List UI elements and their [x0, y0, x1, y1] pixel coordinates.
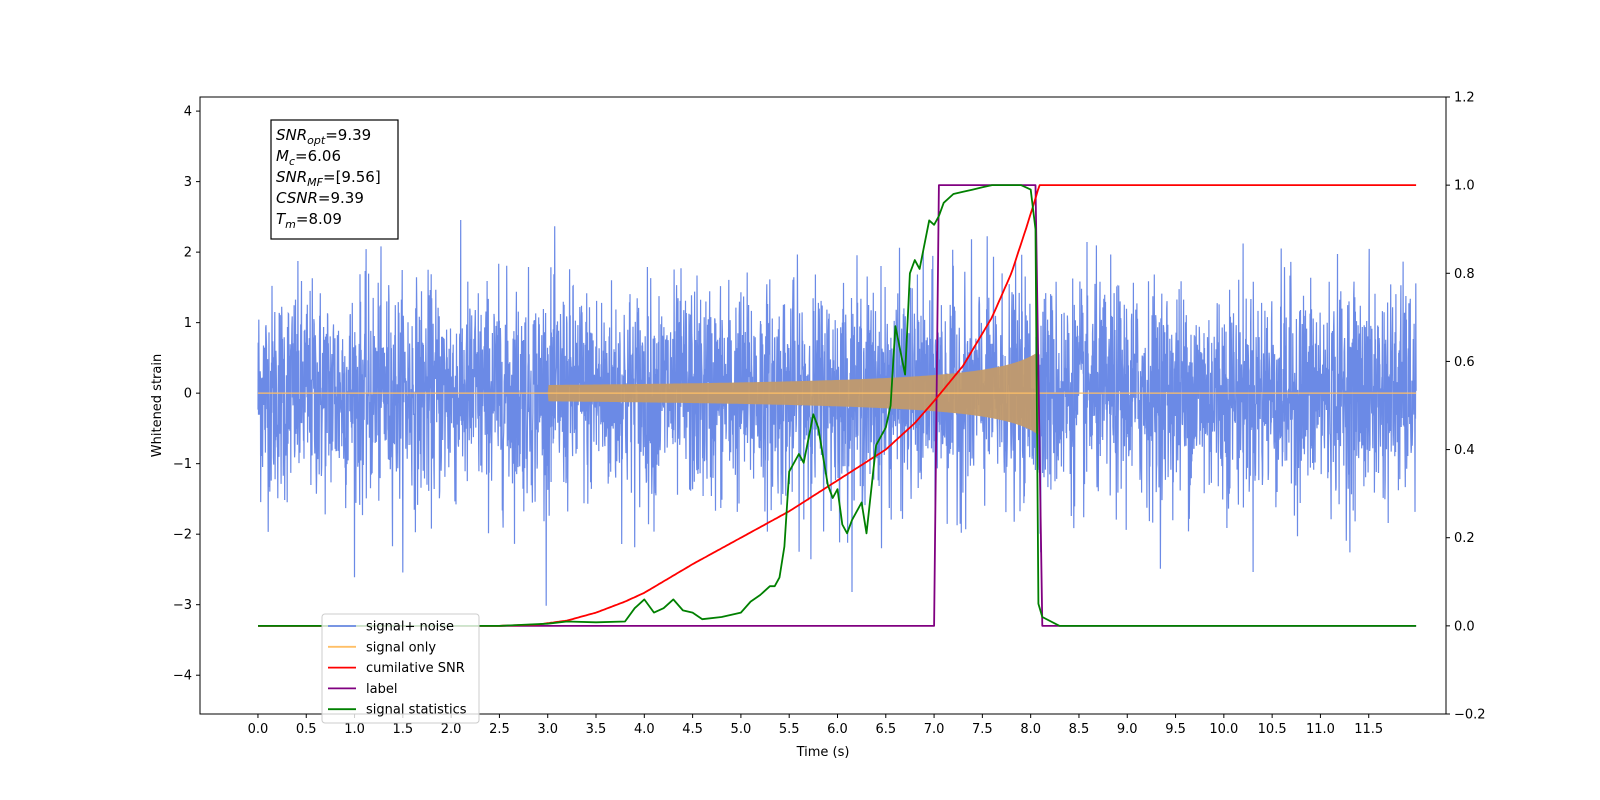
y-tick-label: 2 — [184, 246, 192, 261]
x-tick-label: 0.5 — [296, 722, 317, 737]
legend-label: signal+ noise — [366, 620, 454, 635]
signal-plus-noise-line — [257, 219, 1417, 606]
plot-frame — [199, 96, 1447, 715]
signal-statistics-line — [258, 184, 1417, 627]
annotation-line: SNRopt=9.39 — [276, 126, 371, 147]
y2-tick-label: −0.2 — [1454, 708, 1486, 723]
x-tick-label: 4.5 — [682, 722, 703, 737]
x-axis-label: Time (s) — [796, 745, 850, 760]
x-tick-label: 11.5 — [1354, 722, 1383, 737]
y-tick-label: 4 — [184, 105, 192, 120]
x-tick-label: 8.0 — [1020, 722, 1041, 737]
y-tick-label: −2 — [173, 528, 192, 543]
y-axis-right: 1.2 1.0 0.8 0.6 0.4 0.2 0.0 −0.2 — [1446, 91, 1486, 723]
y2-tick-label: 0.6 — [1454, 355, 1475, 370]
legend-label: signal only — [366, 640, 436, 655]
y2-tick-label: 1.2 — [1454, 91, 1475, 106]
y-axis-left: 4 3 2 1 0 −1 −2 −3 −4 — [173, 105, 200, 684]
annotation-line: Mc=6.06 — [276, 147, 341, 168]
y-tick-label: −1 — [173, 457, 192, 472]
x-tick-label: 10.0 — [1209, 722, 1238, 737]
x-tick-label: 0.0 — [248, 722, 269, 737]
annotation-line: CSNR=9.39 — [276, 189, 364, 207]
x-tick-label: 10.5 — [1258, 722, 1287, 737]
x-tick-label: 3.0 — [537, 722, 558, 737]
x-tick-label: 7.0 — [924, 722, 945, 737]
y2-tick-label: 0.2 — [1454, 531, 1475, 546]
annotation-frame — [270, 119, 399, 240]
y2-tick-label: 0.8 — [1454, 267, 1475, 282]
x-tick-label: 9.0 — [1117, 722, 1138, 737]
x-tick-label: 8.5 — [1069, 722, 1090, 737]
y2-tick-label: 0.0 — [1454, 619, 1475, 634]
y-axis-label: Whitened strain — [150, 354, 165, 457]
x-tick-label: 2.5 — [489, 722, 510, 737]
signal-only-series — [257, 351, 1417, 435]
x-tick-label: 9.5 — [1165, 722, 1186, 737]
x-tick-label: 5.0 — [731, 722, 752, 737]
x-tick-label: 3.5 — [586, 722, 607, 737]
x-tick-label: 1.5 — [392, 722, 413, 737]
y-tick-label: 1 — [184, 316, 192, 331]
x-tick-label: 2.0 — [441, 722, 462, 737]
x-tick-label: 11.0 — [1306, 722, 1335, 737]
legend: signal+ noise signal only cumilative SNR la… — [321, 613, 480, 724]
signal-plus-noise-series — [257, 219, 1417, 606]
x-tick-label: 4.0 — [634, 722, 655, 737]
x-tick-label: 6.5 — [875, 722, 896, 737]
annotation-line: Tm=8.09 — [276, 210, 342, 231]
legend-frame — [321, 613, 480, 724]
y2-tick-label: 0.4 — [1454, 443, 1475, 458]
x-tick-label: 7.5 — [972, 722, 993, 737]
y2-tick-label: 1.0 — [1454, 179, 1475, 194]
y-tick-label: 0 — [184, 387, 192, 402]
legend-label: cumilative SNR — [366, 661, 465, 676]
annotation-line: SNRMF=[9.56] — [276, 168, 381, 189]
x-tick-label: 1.0 — [344, 722, 365, 737]
y-tick-label: 3 — [184, 175, 192, 190]
legend-label: signal statistics — [366, 703, 467, 718]
y-tick-label: −4 — [173, 669, 192, 684]
x-tick-label: 5.5 — [779, 722, 800, 737]
legend-label: label — [366, 682, 397, 697]
x-axis: 0.0 0.5 1.0 1.5 2.0 2.5 3.0 3.5 4.0 4.5 5.0 5.5 6.0 6… — [248, 714, 1383, 737]
x-tick-label: 6.0 — [827, 722, 848, 737]
y-tick-label: −3 — [173, 598, 192, 613]
